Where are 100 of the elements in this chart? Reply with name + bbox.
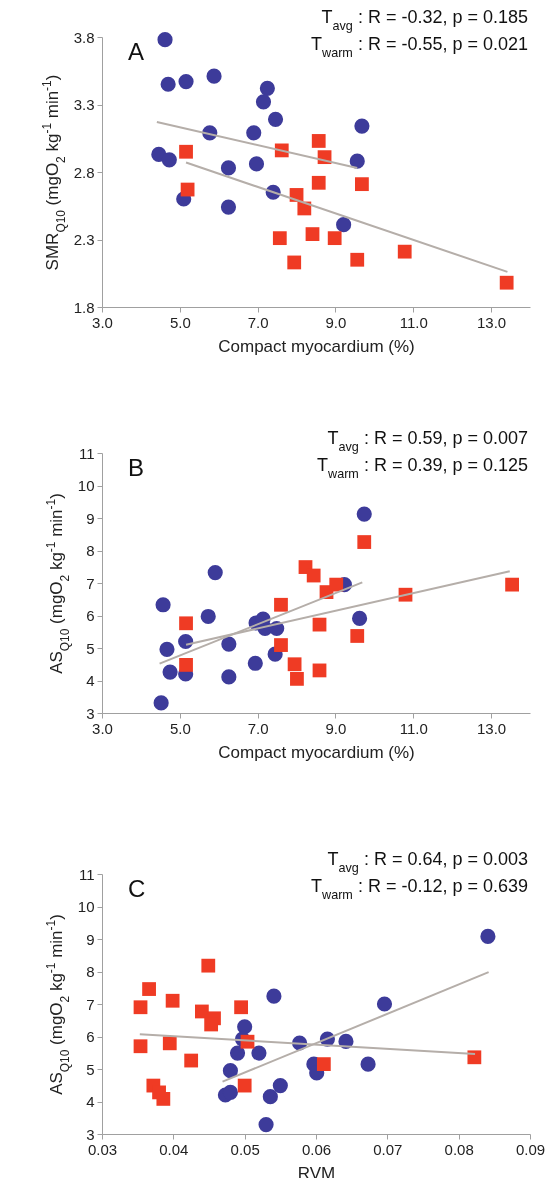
x-tick-label: 9.0 (325, 313, 347, 331)
point (160, 76, 176, 92)
x-tick-label: 0.04 (159, 1140, 189, 1158)
point (274, 638, 288, 652)
y-tick-label: 8 (86, 963, 95, 980)
point (220, 160, 237, 176)
point (272, 231, 287, 246)
y-tick-label: 10 (77, 898, 95, 915)
annotation: B (128, 454, 145, 481)
point (349, 153, 365, 169)
x-tick-label: 0.07 (373, 1140, 403, 1158)
point (234, 1000, 248, 1015)
point (505, 577, 519, 592)
y-tick-label: 5 (86, 639, 95, 657)
point (480, 928, 496, 944)
x-tick-label: 11.0 (399, 719, 428, 737)
point (179, 144, 193, 159)
y-tick-label: 3 (86, 1125, 95, 1143)
x-tick-label: 7.0 (247, 719, 269, 737)
y-tick-label: 3.8 (73, 28, 95, 46)
x-tick-label: 3.0 (92, 719, 113, 737)
point (246, 125, 262, 141)
point (162, 1036, 177, 1051)
y-tick-label: 2.3 (73, 231, 95, 248)
point (272, 1078, 288, 1094)
annotation: T$_{avg}$ : R = 0.59, p = 0.007 (327, 428, 528, 454)
point (220, 199, 237, 215)
x-tick-label: 5.0 (169, 719, 191, 737)
x-tick-label: 0.08 (444, 1140, 474, 1158)
point (355, 177, 369, 192)
point (287, 657, 302, 672)
point (133, 1000, 148, 1015)
point (287, 255, 302, 270)
point (316, 1057, 331, 1072)
x-axis-title: Compact myocardium (%) (218, 336, 415, 356)
y-tick-label: 11 (78, 444, 95, 462)
point (179, 616, 193, 631)
point (360, 1056, 376, 1072)
point (178, 73, 194, 90)
point (237, 1019, 253, 1035)
x-tick-label: 5.0 (169, 313, 191, 331)
point (376, 996, 393, 1012)
point (311, 175, 326, 190)
point (311, 134, 326, 148)
point (247, 655, 263, 671)
point (156, 1092, 171, 1106)
point (352, 610, 368, 626)
y-tick-label: 7 (86, 995, 95, 1013)
point (259, 80, 275, 96)
y-tick-label: 2.8 (73, 163, 95, 181)
point (327, 231, 342, 246)
y-tick-label: 4 (86, 672, 95, 689)
point (179, 658, 193, 672)
point (499, 275, 514, 290)
point (262, 1089, 278, 1105)
point (184, 1053, 199, 1068)
x-tick-label: 13.0 (476, 313, 507, 331)
y-tick-label: 5 (86, 1060, 95, 1078)
point (204, 1017, 219, 1032)
point (221, 636, 237, 652)
point (207, 565, 223, 581)
point (200, 608, 216, 625)
point (201, 958, 216, 973)
x-tick-label: 13.0 (476, 719, 507, 737)
y-tick-label: 8 (86, 542, 95, 559)
x-tick-label: 3.0 (92, 313, 113, 331)
point (248, 156, 265, 172)
y-tick-label: 6 (86, 1028, 95, 1045)
point (221, 669, 237, 685)
point (153, 695, 169, 711)
point (157, 32, 173, 48)
annotation: A (128, 38, 145, 65)
point (350, 629, 365, 643)
annotation: C (128, 875, 146, 902)
point (206, 68, 222, 84)
point (397, 244, 412, 259)
point (155, 597, 171, 613)
x-axis-title: Compact myocardium (%) (218, 742, 415, 762)
point (306, 568, 321, 583)
point (222, 1084, 238, 1100)
point (251, 1045, 267, 1061)
x-tick-label: 0.06 (301, 1140, 332, 1158)
point (258, 1117, 274, 1133)
x-tick-label: 0.03 (87, 1140, 118, 1158)
point (356, 506, 372, 522)
x-tick-label: 7.0 (247, 313, 269, 331)
point (350, 252, 365, 267)
point (336, 217, 352, 233)
point (237, 1078, 252, 1093)
y-tick-label: 3 (86, 704, 95, 722)
point (222, 1063, 238, 1079)
annotation: T$_{avg}$ : R = 0.64, p = 0.003 (327, 849, 528, 875)
point (161, 152, 177, 168)
point (290, 671, 304, 686)
point (274, 597, 288, 612)
annotation: T$_{warm}$ : R = -0.12, p = 0.639 (311, 876, 528, 902)
annotation: T$_{warm}$ : R = -0.55, p = 0.021 (311, 34, 528, 60)
point (305, 227, 320, 241)
y-tick-label: 6 (86, 607, 95, 624)
y-tick-label: 3.3 (73, 96, 95, 113)
